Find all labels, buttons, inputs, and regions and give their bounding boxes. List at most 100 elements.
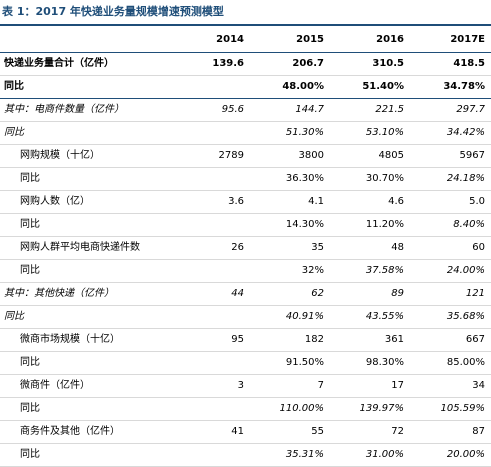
row-label: 同比 bbox=[0, 443, 180, 467]
cell-value: 121 bbox=[410, 282, 491, 306]
row-label: 其中：电商件数量（亿件） bbox=[0, 98, 180, 122]
table-row: 商务件及其他（亿件） 41 55 72 87 bbox=[0, 420, 491, 444]
row-label: 网购人群平均电商快递件数 bbox=[0, 236, 180, 260]
row-label: 同比 bbox=[0, 397, 180, 421]
cell-value: 40.91% bbox=[250, 305, 330, 329]
cell-value: 221.5 bbox=[330, 98, 410, 122]
cell-value: 34 bbox=[410, 374, 491, 398]
row-label: 同比 bbox=[0, 351, 180, 375]
table-row: 同比 48.00% 51.40% 34.78% bbox=[0, 75, 491, 99]
cell-value: 85.00% bbox=[410, 351, 491, 375]
cell-value: 20.00% bbox=[410, 443, 491, 467]
cell-value: 8.40% bbox=[410, 213, 491, 237]
row-label: 同比 bbox=[0, 121, 180, 145]
cell-value: 3800 bbox=[250, 144, 330, 168]
cell-value: 35.68% bbox=[410, 305, 491, 329]
table-row: 同比 51.30% 53.10% 34.42% bbox=[0, 121, 491, 145]
title-rule bbox=[0, 24, 491, 26]
row-label: 商务件及其他（亿件） bbox=[0, 420, 180, 444]
cell-value bbox=[180, 305, 250, 329]
header-2016: 2016 bbox=[330, 28, 410, 53]
table-row: 快递业务量合计（亿件） 139.6 206.7 310.5 418.5 bbox=[0, 52, 491, 76]
cell-value: 51.30% bbox=[250, 121, 330, 145]
cell-value: 95.6 bbox=[180, 98, 250, 122]
table-row: 其中：电商件数量（亿件） 95.6 144.7 221.5 297.7 bbox=[0, 98, 491, 122]
table-header-row: 2014 2015 2016 2017E bbox=[0, 28, 491, 53]
cell-value: 24.00% bbox=[410, 259, 491, 283]
cell-value: 91.50% bbox=[250, 351, 330, 375]
cell-value: 43.55% bbox=[330, 305, 410, 329]
table-row: 同比 91.50% 98.30% 85.00% bbox=[0, 351, 491, 375]
cell-value: 14.30% bbox=[250, 213, 330, 237]
row-label: 网购规模（十亿） bbox=[0, 144, 180, 168]
cell-value: 7 bbox=[250, 374, 330, 398]
cell-value: 3.6 bbox=[180, 190, 250, 214]
table-row: 其中：其他快递（亿件） 44 62 89 121 bbox=[0, 282, 491, 306]
cell-value: 4805 bbox=[330, 144, 410, 168]
cell-value: 62 bbox=[250, 282, 330, 306]
cell-value: 17 bbox=[330, 374, 410, 398]
table-title: 表 1：2017 年快递业务量规模增速预测模型 bbox=[2, 5, 224, 18]
cell-value: 48 bbox=[330, 236, 410, 260]
header-2015: 2015 bbox=[250, 28, 330, 53]
row-label: 微商市场规模（十亿） bbox=[0, 328, 180, 352]
cell-value: 5967 bbox=[410, 144, 491, 168]
row-label: 同比 bbox=[0, 167, 180, 191]
table-row: 微商件（亿件） 3 7 17 34 bbox=[0, 374, 491, 398]
cell-value: 34.42% bbox=[410, 121, 491, 145]
cell-value bbox=[180, 259, 250, 283]
cell-value: 32% bbox=[250, 259, 330, 283]
table-row: 微商市场规模（十亿） 95 182 361 667 bbox=[0, 328, 491, 352]
cell-value: 36.30% bbox=[250, 167, 330, 191]
cell-value bbox=[180, 121, 250, 145]
cell-value bbox=[180, 213, 250, 237]
cell-value: 182 bbox=[250, 328, 330, 352]
cell-value: 139.6 bbox=[180, 52, 250, 76]
cell-value: 55 bbox=[250, 420, 330, 444]
header-2017e: 2017E bbox=[410, 28, 491, 53]
row-label: 微商件（亿件） bbox=[0, 374, 180, 398]
cell-value: 72 bbox=[330, 420, 410, 444]
cell-value: 4.1 bbox=[250, 190, 330, 214]
table-row: 网购规模（十亿） 2789 3800 4805 5967 bbox=[0, 144, 491, 168]
row-label: 网购人数（亿） bbox=[0, 190, 180, 214]
cell-value: 31.00% bbox=[330, 443, 410, 467]
cell-value: 35.31% bbox=[250, 443, 330, 467]
cell-value: 53.10% bbox=[330, 121, 410, 145]
cell-value: 3 bbox=[180, 374, 250, 398]
row-label: 同比 bbox=[0, 305, 180, 329]
cell-value: 4.6 bbox=[330, 190, 410, 214]
cell-value: 44 bbox=[180, 282, 250, 306]
header-blank bbox=[0, 28, 180, 53]
cell-value: 11.20% bbox=[330, 213, 410, 237]
cell-value: 30.70% bbox=[330, 167, 410, 191]
cell-value: 98.30% bbox=[330, 351, 410, 375]
cell-value: 37.58% bbox=[330, 259, 410, 283]
cell-value: 139.97% bbox=[330, 397, 410, 421]
cell-value: 2789 bbox=[180, 144, 250, 168]
cell-value: 297.7 bbox=[410, 98, 491, 122]
cell-value: 144.7 bbox=[250, 98, 330, 122]
cell-value: 105.59% bbox=[410, 397, 491, 421]
table-row: 同比 14.30% 11.20% 8.40% bbox=[0, 213, 491, 237]
cell-value: 41 bbox=[180, 420, 250, 444]
cell-value: 206.7 bbox=[250, 52, 330, 76]
cell-value: 418.5 bbox=[410, 52, 491, 76]
header-2014: 2014 bbox=[180, 28, 250, 53]
cell-value: 48.00% bbox=[250, 75, 330, 99]
cell-value bbox=[180, 397, 250, 421]
cell-value: 34.78% bbox=[410, 75, 491, 99]
cell-value bbox=[180, 167, 250, 191]
row-label: 其中：其他快递（亿件） bbox=[0, 282, 180, 306]
cell-value: 361 bbox=[330, 328, 410, 352]
table-row: 同比 110.00% 139.97% 105.59% bbox=[0, 397, 491, 421]
table-row: 网购人数（亿） 3.6 4.1 4.6 5.0 bbox=[0, 190, 491, 214]
table-row: 网购人群平均电商快递件数 26 35 48 60 bbox=[0, 236, 491, 260]
forecast-table: 2014 2015 2016 2017E 快递业务量合计（亿件） 139.6 206… bbox=[0, 28, 491, 467]
cell-value: 5.0 bbox=[410, 190, 491, 214]
table-row: 同比 35.31% 31.00% 20.00% bbox=[0, 443, 491, 467]
table-body: 快递业务量合计（亿件） 139.6 206.7 310.5 418.5 同比 48.00% 5… bbox=[0, 52, 491, 467]
row-label: 同比 bbox=[0, 213, 180, 237]
cell-value: 95 bbox=[180, 328, 250, 352]
cell-value: 51.40% bbox=[330, 75, 410, 99]
